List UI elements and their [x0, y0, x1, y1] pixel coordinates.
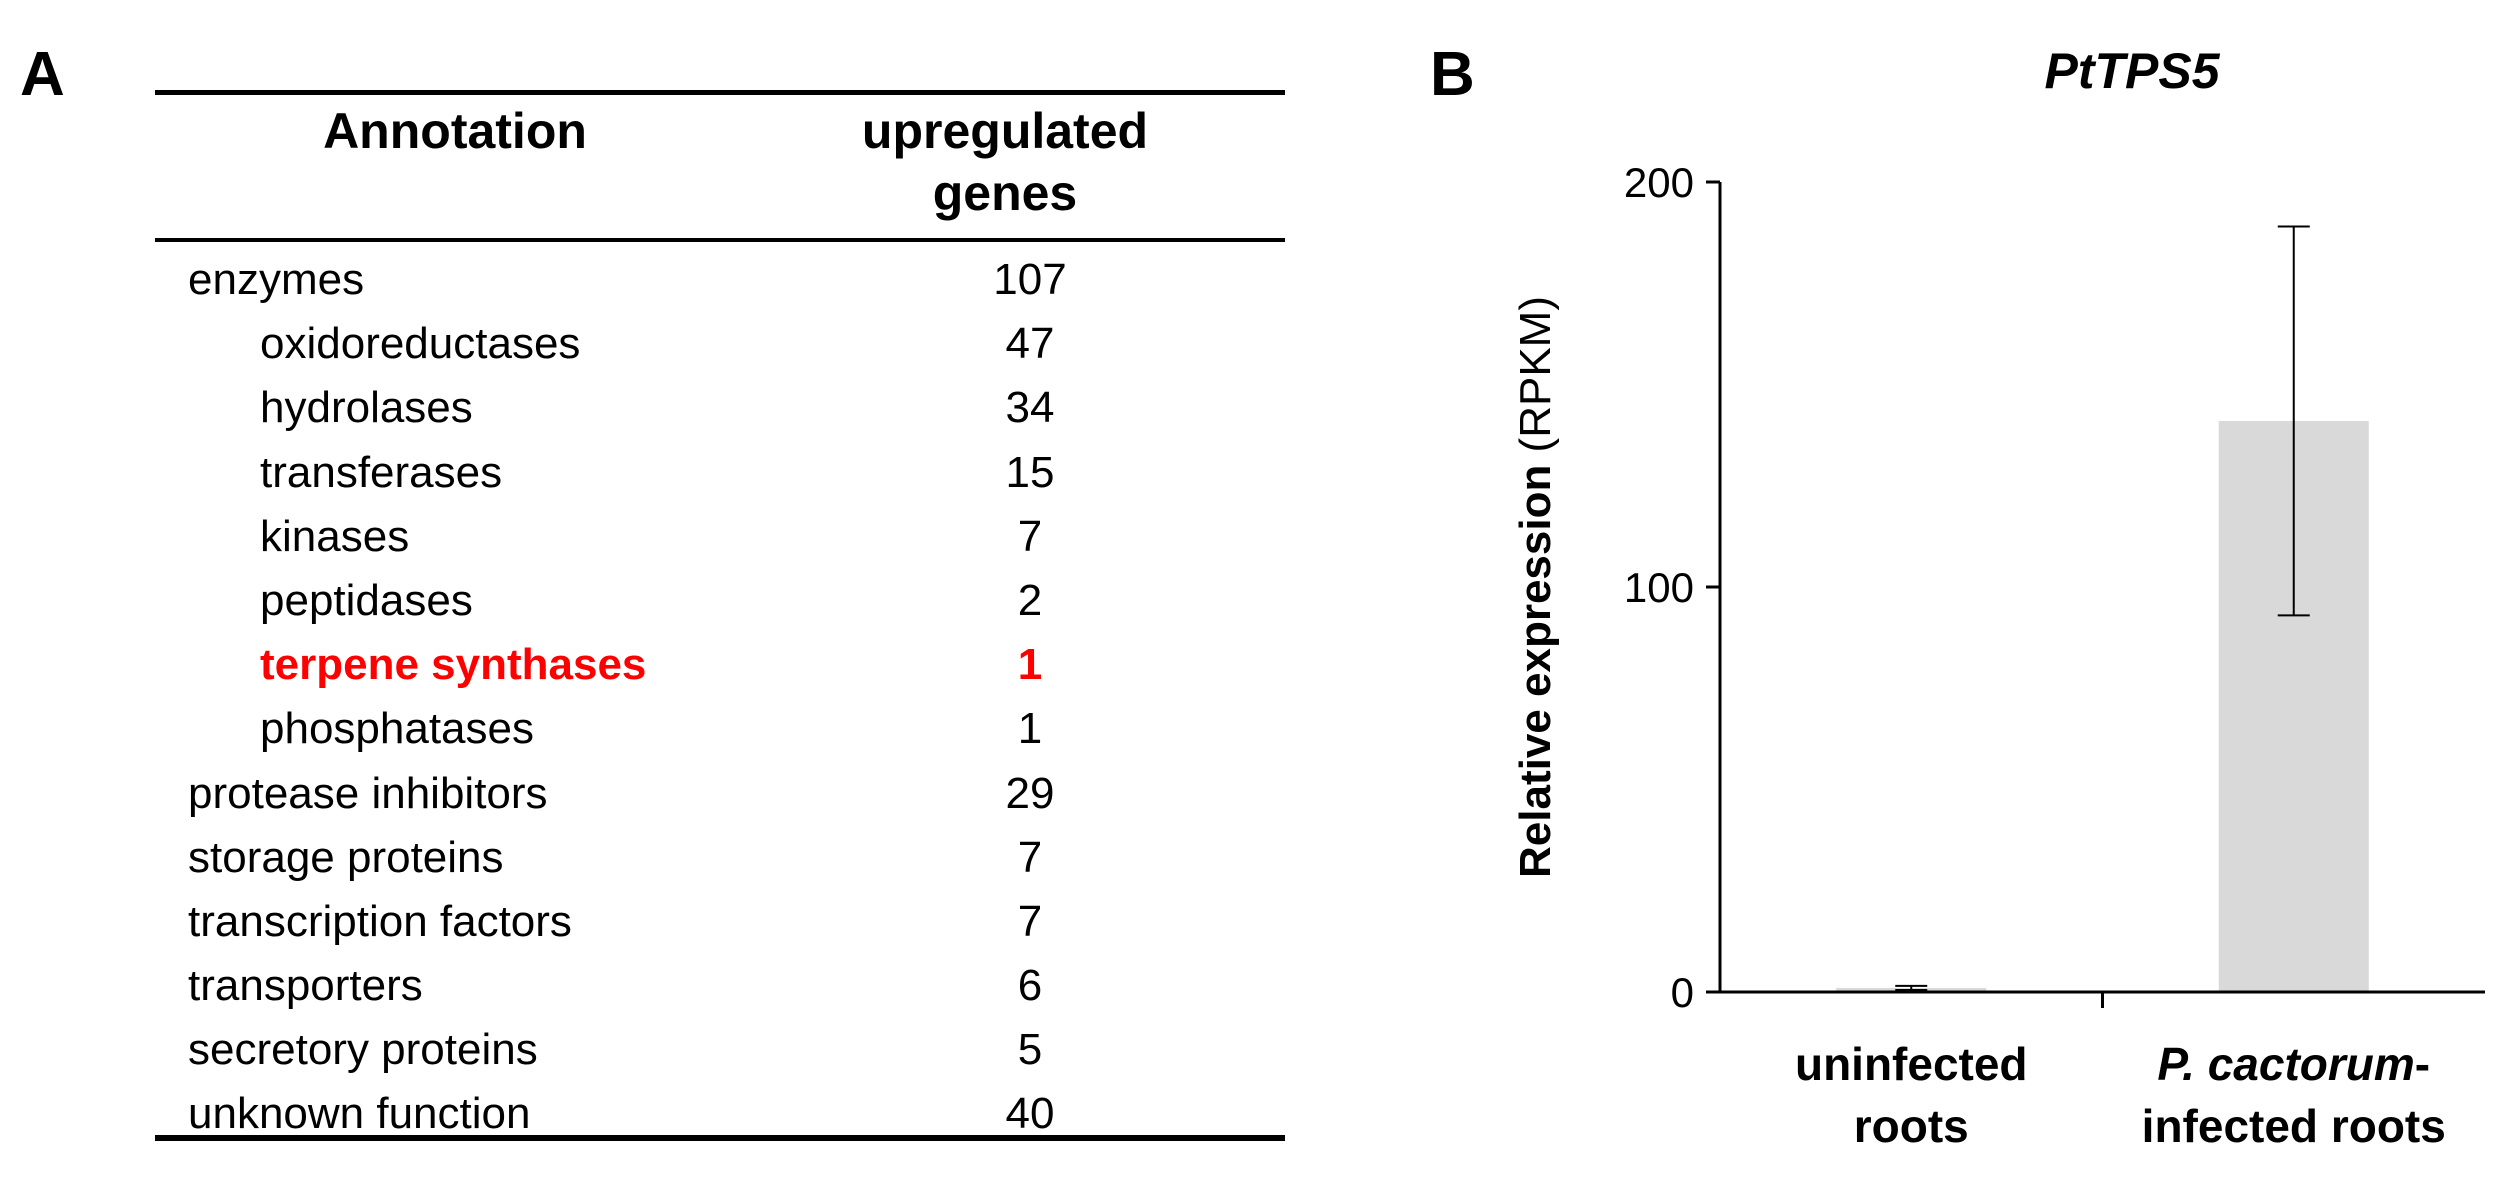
annotation-cell: enzymes	[188, 255, 365, 304]
x-category-label-line2: infected roots	[2142, 1100, 2446, 1152]
table-row: oxidoreductases 47	[155, 312, 1285, 376]
table-row: transporters 6	[155, 954, 1285, 1018]
annotation-cell: transferases	[260, 447, 503, 497]
panel-b-label: B	[1430, 40, 1475, 109]
expression-bar-chart: PtTPS5 0 100 200 Relative expression (RPKM) u…	[1480, 30, 2513, 1182]
header-count-line1: upregulated	[861, 103, 1149, 159]
table-row: kinases 7	[155, 505, 1285, 569]
chart-svg: PtTPS5 0 100 200 Relative expression (RPKM) u…	[1511, 43, 2485, 1152]
table-row: hydrolases 34	[155, 376, 1285, 440]
annotation-cell: phosphatases	[260, 704, 534, 754]
x-category-label-text: uninfected	[1795, 1038, 2028, 1090]
x-category-label-line1: P. cactorum-	[2157, 1038, 2430, 1090]
annotation-cell: unknown function	[188, 1089, 531, 1139]
x-category-label-text: -	[2415, 1038, 2430, 1090]
gene-annotation-table: Annotation upregulated genes enzymes 107 o…	[155, 90, 1285, 1150]
gene-count-cell: 107	[993, 255, 1067, 304]
table-row: peptidases 2	[155, 569, 1285, 633]
annotation-cell: secretory proteins	[188, 1025, 538, 1075]
header-count-line2: genes	[932, 165, 1078, 221]
table-top-rule	[155, 90, 1285, 95]
x-category-label-line2: roots	[1854, 1100, 1969, 1152]
gene-count-cell: 2	[1017, 575, 1043, 625]
gene-count-cell: 7	[1017, 832, 1043, 882]
table-row: storage proteins 7	[155, 826, 1285, 890]
y-axis-label-unit: (RPKM)	[1511, 296, 1560, 452]
table-row: transferases 15	[155, 441, 1285, 505]
gene-count-cell: 15	[1005, 447, 1055, 497]
gene-count-cell: 1	[1017, 640, 1043, 690]
y-tick-label: 100	[1624, 564, 1694, 611]
gene-count-cell: 40	[1005, 1089, 1055, 1139]
gene-count-cell: 7	[1017, 896, 1043, 946]
table-header-rule	[155, 238, 1285, 242]
annotation-cell: kinases	[260, 511, 410, 561]
x-category-label-italic: P. cactorum	[2157, 1038, 2414, 1090]
y-tick-label: 0	[1671, 969, 1694, 1016]
table-bottom-rule	[155, 1135, 1285, 1141]
annotation-cell: transporters	[188, 961, 423, 1011]
table-row: terpene synthases 1	[155, 633, 1285, 697]
gene-count-cell: 7	[1017, 511, 1043, 561]
gene-count-cell: 1	[1017, 704, 1043, 754]
gene-count-cell: 6	[1017, 961, 1043, 1011]
table-row: transcription factors 7	[155, 890, 1285, 954]
table-row: unknown function 40	[155, 1082, 1285, 1146]
table-row: secretory proteins 5	[155, 1018, 1285, 1082]
gene-count-cell: 34	[1005, 383, 1055, 433]
header-annotation: Annotation	[323, 103, 587, 159]
panel-a-label: A	[20, 40, 65, 109]
table-row: protease inhibitors 29	[155, 762, 1285, 826]
gene-count-cell: 29	[1005, 768, 1055, 818]
table-body: enzymes 107 oxidoreductases 47 hydrolases 34 t…	[155, 248, 1285, 1147]
annotation-cell: transcription factors	[188, 896, 572, 946]
header-upregulated-genes: upregulated genes	[825, 100, 1185, 224]
annotation-cell: oxidoreductases	[260, 319, 581, 369]
annotation-cell: hydrolases	[260, 383, 473, 433]
gene-count-cell: 47	[1005, 319, 1055, 369]
annotation-cell: terpene synthases	[260, 640, 647, 690]
y-tick-label: 200	[1624, 159, 1694, 206]
annotation-cell: protease inhibitors	[188, 768, 548, 818]
table-row: phosphatases 1	[155, 697, 1285, 761]
x-category-label-line1: uninfected	[1795, 1038, 2028, 1090]
y-axis-label-bold: Relative expression	[1511, 452, 1560, 878]
table-row: enzymes 107	[155, 248, 1285, 312]
annotation-cell: storage proteins	[188, 832, 504, 882]
gene-count-cell: 5	[1017, 1025, 1043, 1075]
y-axis-label: Relative expression (RPKM)	[1511, 296, 1560, 878]
chart-title: PtTPS5	[2044, 43, 2220, 99]
annotation-cell: peptidases	[260, 575, 473, 625]
